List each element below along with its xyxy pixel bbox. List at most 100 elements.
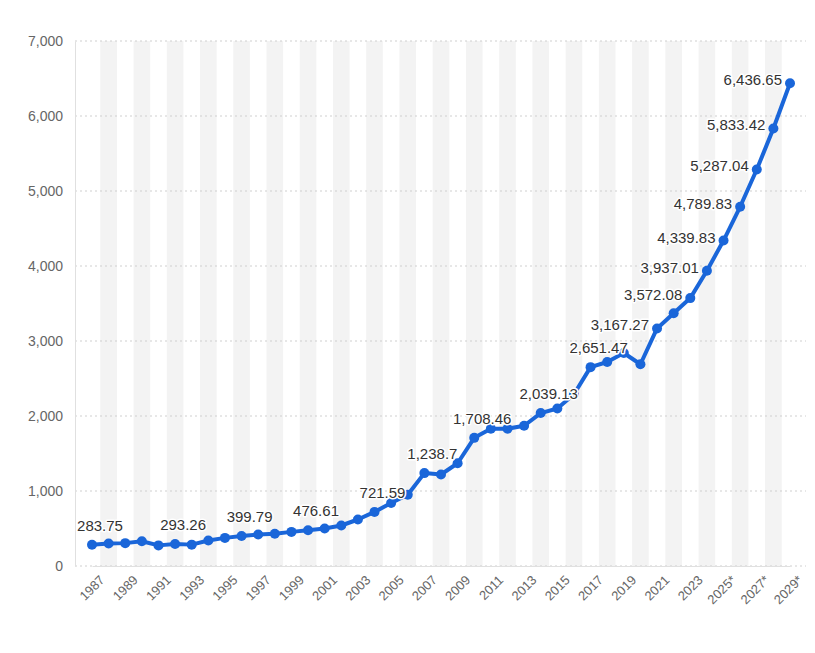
grid-line bbox=[75, 41, 806, 42]
x-tick: 2015 bbox=[542, 566, 573, 603]
data-label: 293.26 bbox=[160, 516, 206, 533]
data-labels: 283.75 293.26 399.79 476.61 721.59 1,238.7 1,7… bbox=[77, 71, 782, 533]
data-label: 5,287.04 bbox=[690, 157, 748, 174]
x-tick-label: 2019 bbox=[608, 572, 639, 603]
point bbox=[685, 293, 695, 303]
point bbox=[702, 266, 712, 276]
y-tick-label: 0 bbox=[55, 558, 63, 574]
y-tick: 1,000 bbox=[28, 483, 75, 499]
plot-area bbox=[87, 78, 795, 550]
data-label: 476.61 bbox=[293, 502, 339, 519]
x-tick-label: 2015 bbox=[542, 572, 573, 603]
band bbox=[233, 41, 250, 566]
data-label: 283.75 bbox=[77, 517, 123, 534]
band bbox=[134, 41, 151, 566]
point bbox=[785, 78, 795, 88]
x-tick: 2019 bbox=[608, 566, 639, 603]
x-tick-label: 2009 bbox=[442, 572, 473, 603]
data-label: 1,238.7 bbox=[407, 445, 457, 462]
data-label: 1,708.46 bbox=[453, 410, 511, 427]
line bbox=[92, 83, 790, 545]
x-tick-label: 2029* bbox=[771, 572, 806, 607]
data-label: 399.79 bbox=[227, 508, 273, 525]
band bbox=[267, 41, 284, 566]
point bbox=[286, 527, 296, 537]
x-tick-label: 1993 bbox=[176, 572, 207, 603]
point bbox=[237, 531, 247, 541]
grid-line bbox=[75, 341, 806, 342]
x-tick: 1991 bbox=[143, 566, 174, 603]
x-tick: 1989 bbox=[110, 566, 141, 603]
x-tick-label: 2013 bbox=[509, 572, 540, 603]
point bbox=[320, 524, 330, 534]
band bbox=[300, 41, 317, 566]
grid-line bbox=[75, 116, 806, 117]
x-tick: 2005 bbox=[376, 566, 407, 603]
point bbox=[203, 536, 213, 546]
point bbox=[602, 357, 612, 367]
point bbox=[419, 468, 429, 478]
x-tick-label: 2001 bbox=[309, 572, 340, 603]
y-tick: 7,000 bbox=[28, 33, 75, 49]
y-tick-label: 6,000 bbox=[28, 108, 63, 124]
x-tick-label: 1989 bbox=[110, 572, 141, 603]
x-tick: 1987 bbox=[76, 566, 107, 603]
data-label: 3,167.27 bbox=[591, 316, 649, 333]
data-label: 2,651.47 bbox=[569, 339, 627, 356]
x-tick: 1995 bbox=[209, 566, 240, 603]
point bbox=[170, 539, 180, 549]
band bbox=[599, 41, 616, 566]
x-tick: 1993 bbox=[176, 566, 207, 603]
y-tick-label: 5,000 bbox=[28, 183, 63, 199]
band bbox=[665, 41, 682, 566]
x-tick: 2001 bbox=[309, 566, 340, 603]
band bbox=[466, 41, 483, 566]
x-tick-label: 1987 bbox=[76, 572, 107, 603]
y-tick-label: 3,000 bbox=[28, 333, 63, 349]
point bbox=[635, 359, 645, 369]
x-tick-label: 2023 bbox=[675, 572, 706, 603]
point bbox=[353, 515, 363, 525]
point bbox=[768, 123, 778, 133]
band bbox=[499, 41, 516, 566]
grid-line bbox=[75, 566, 806, 567]
point bbox=[303, 525, 313, 535]
chart: 0 1,000 2,000 3,000 4,000 5,000 6,000 7,000 1987… bbox=[0, 0, 815, 653]
x-tick-label: 2025* bbox=[704, 572, 739, 607]
band bbox=[765, 41, 782, 566]
data-label: 721.59 bbox=[360, 484, 406, 501]
point bbox=[735, 202, 745, 212]
band bbox=[632, 41, 649, 566]
y-tick: 4,000 bbox=[28, 258, 75, 274]
point bbox=[552, 404, 562, 414]
x-tick: 2021 bbox=[641, 566, 672, 603]
x-tick: 2007 bbox=[409, 566, 440, 603]
y-tick-label: 2,000 bbox=[28, 408, 63, 424]
band bbox=[100, 41, 117, 566]
point bbox=[220, 533, 230, 543]
x-tick-label: 2003 bbox=[342, 572, 373, 603]
point bbox=[87, 540, 97, 550]
x-tick-label: 2011 bbox=[476, 572, 506, 602]
data-label: 6,436.65 bbox=[724, 71, 782, 88]
y-axis-line bbox=[75, 42, 76, 567]
point bbox=[253, 530, 263, 540]
y-tick-label: 1,000 bbox=[28, 483, 63, 499]
x-tick-label: 1995 bbox=[209, 572, 240, 603]
band bbox=[167, 41, 184, 566]
x-tick: 2017 bbox=[575, 566, 606, 603]
y-tick: 2,000 bbox=[28, 408, 75, 424]
band bbox=[200, 41, 217, 566]
point bbox=[752, 164, 762, 174]
x-tick: 2011 bbox=[476, 566, 506, 603]
x-axis-line bbox=[93, 566, 791, 567]
x-tick-label: 2021 bbox=[641, 572, 672, 603]
point bbox=[153, 540, 163, 550]
x-tick: 2023 bbox=[675, 566, 706, 603]
point bbox=[120, 538, 130, 548]
band bbox=[532, 41, 549, 566]
grid-line bbox=[75, 491, 806, 492]
point bbox=[187, 540, 197, 550]
x-tick: 1997 bbox=[243, 566, 274, 603]
point bbox=[652, 323, 662, 333]
